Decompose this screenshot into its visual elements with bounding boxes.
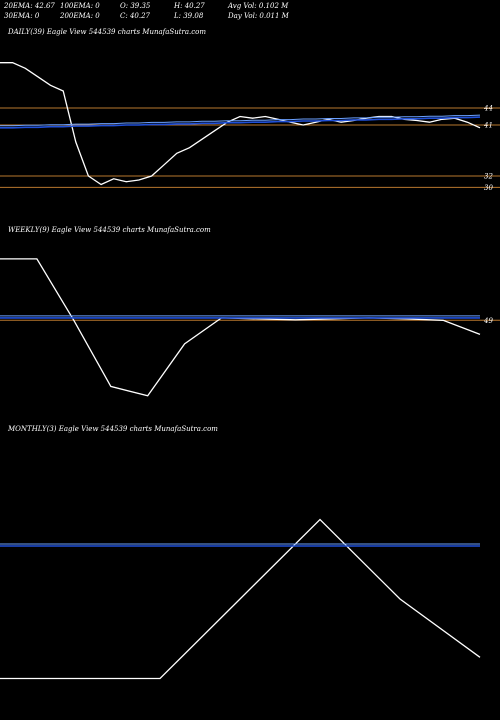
weekly-price-line	[0, 258, 481, 397]
open-value: O: 39.35	[120, 2, 151, 10]
close-value: C: 40.27	[120, 12, 150, 20]
weekly-level-label: 49	[483, 317, 493, 325]
avg-vol-value: Avg Vol: 0.102 M	[228, 2, 289, 10]
ema20-value: 20EMA: 42.67	[4, 2, 55, 10]
daily-level-label: 30	[484, 184, 493, 192]
daily-ema-band	[0, 114, 481, 127]
ema100-value: 100EMA: 0	[60, 2, 100, 10]
monthly-panel-label: MONTHLY(3) Eagle View 544539 charts Muna…	[8, 425, 218, 433]
daily-level-label: 44	[483, 105, 493, 113]
daily-ema-line	[0, 116, 481, 129]
ema200-value: 200EMA: 0	[60, 12, 100, 20]
low-value: L: 39.08	[174, 12, 204, 20]
daily-level-label: 41	[483, 122, 493, 130]
daily-panel-label: DAILY(39) Eagle View 544539 charts Munaf…	[8, 28, 207, 36]
day-vol-value: Day Vol: 0.011 M	[228, 12, 289, 20]
high-value: H: 40.27	[174, 2, 205, 10]
daily-level-label: 32	[484, 173, 493, 181]
daily-price-line	[0, 62, 481, 186]
ema30-value: 30EMA: 0	[4, 12, 40, 20]
weekly-panel-label: WEEKLY(9) Eagle View 544539 charts Munaf…	[8, 226, 211, 234]
